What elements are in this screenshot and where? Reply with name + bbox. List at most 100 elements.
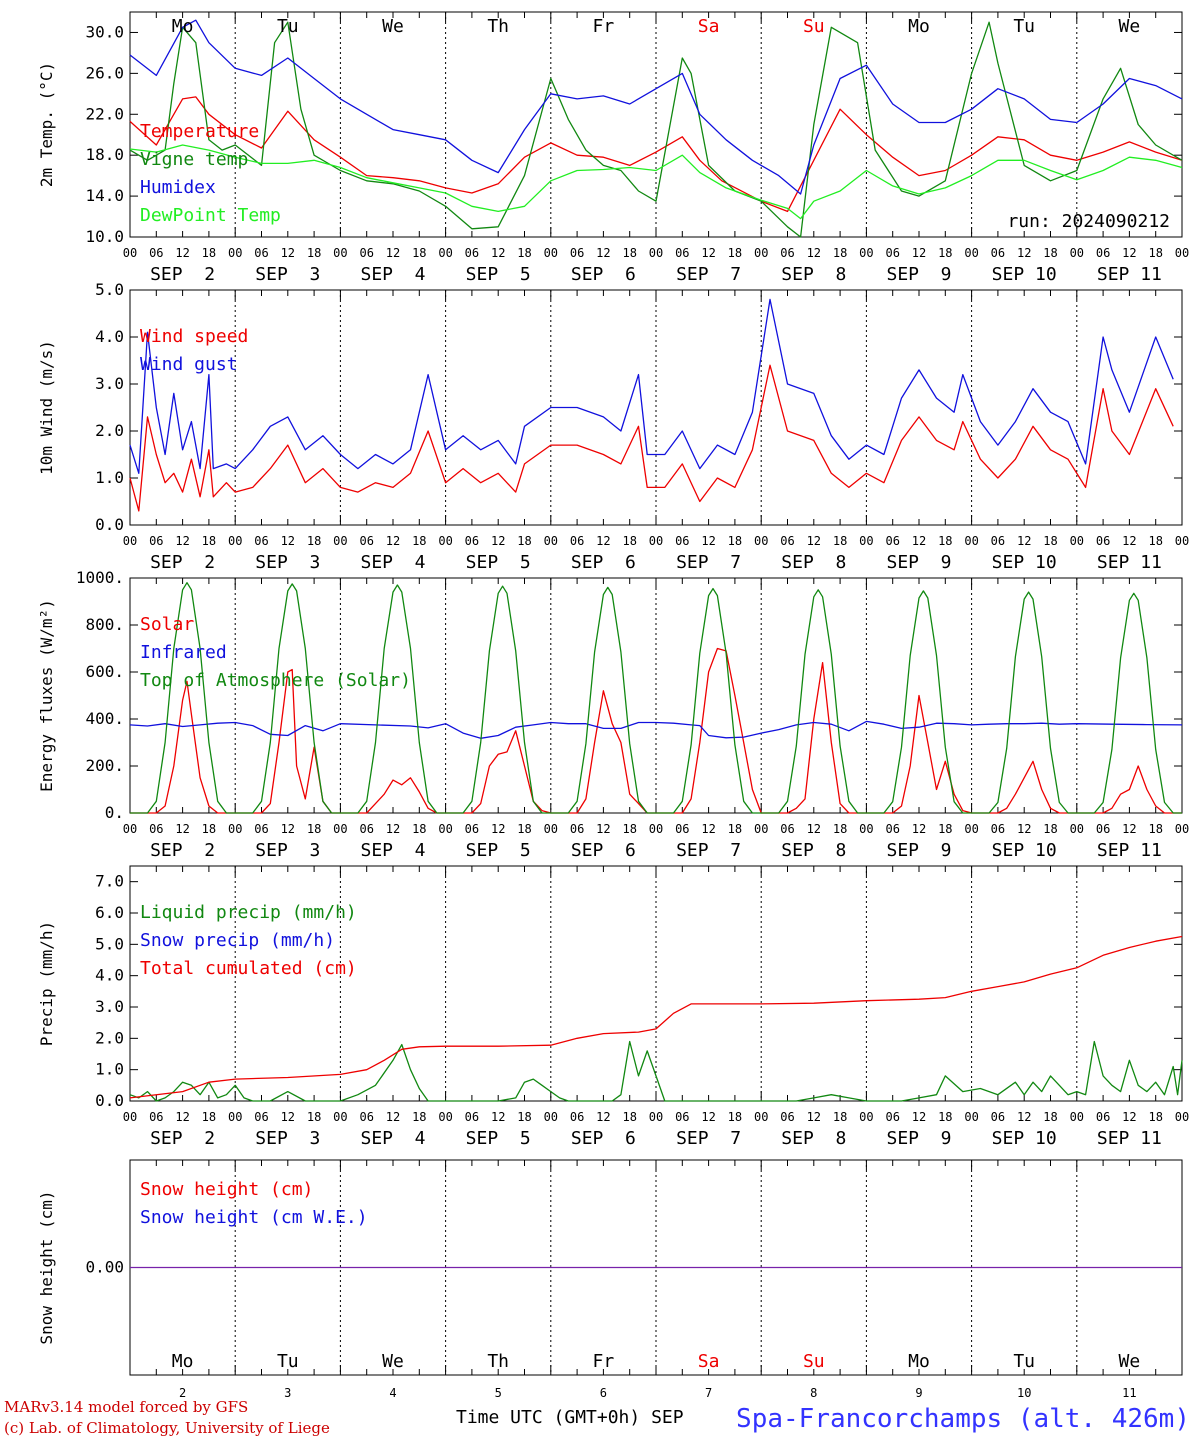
hour-tick-label: 18 [517, 1110, 531, 1124]
hour-tick-label: 00 [859, 822, 873, 836]
date-label: SEP 11 [1097, 264, 1162, 285]
y-tick-label: 4.0 [95, 327, 124, 346]
station-title: Spa-Francorchamps (alt. 426m) [736, 1404, 1190, 1434]
hour-tick-label: 00 [333, 246, 347, 260]
hour-tick-label: 00 [333, 822, 347, 836]
hour-tick-label: 00 [649, 534, 663, 548]
hour-tick-label: 18 [1148, 246, 1162, 260]
day-name: We [382, 1351, 404, 1372]
hour-tick-label: 06 [254, 534, 268, 548]
hour-tick-label: 06 [149, 246, 163, 260]
hour-tick-label: 06 [465, 534, 479, 548]
hour-tick-label: 18 [307, 822, 321, 836]
hour-tick-label: 00 [754, 1110, 768, 1124]
hour-tick-label: 06 [570, 822, 584, 836]
date-label: SEP 3 [255, 840, 320, 861]
hour-tick-label: 00 [544, 246, 558, 260]
hour-tick-label: 18 [202, 246, 216, 260]
day-name: Sa [698, 16, 720, 37]
date-label: SEP 5 [466, 552, 531, 573]
hour-tick-label: 06 [991, 822, 1005, 836]
hour-tick-label: 06 [885, 246, 899, 260]
date-label: SEP 4 [360, 1128, 425, 1149]
hour-tick-label: 18 [622, 1110, 636, 1124]
hour-tick-label: 12 [175, 534, 189, 548]
day-name: Mo [908, 1351, 930, 1372]
y-tick-label: 30.0 [85, 22, 124, 41]
hour-tick-label: 06 [1096, 246, 1110, 260]
hour-tick-label: 12 [912, 822, 926, 836]
hour-tick-label: 00 [1070, 246, 1084, 260]
hour-tick-label: 12 [1122, 246, 1136, 260]
hour-tick-label: 00 [964, 246, 978, 260]
y-tick-label: 6.0 [95, 903, 124, 922]
hour-tick-label: 12 [491, 822, 505, 836]
panel-5: 0.00 Snow height (cm) Snow height (cm) Snow… [37, 1159, 1183, 1376]
hour-tick-label: 18 [412, 534, 426, 548]
day-number: 3 [284, 1386, 291, 1400]
day-name: Su [803, 16, 825, 37]
hour-tick-label: 00 [438, 534, 452, 548]
hour-tick-label: 00 [649, 1110, 663, 1124]
hour-tick-label: 12 [281, 246, 295, 260]
day-number: 5 [495, 1386, 502, 1400]
hour-tick-label: 06 [991, 534, 1005, 548]
day-name: We [1119, 1351, 1141, 1372]
hour-tick-label: 12 [386, 246, 400, 260]
hour-tick-label: 12 [386, 534, 400, 548]
hour-tick-label: 06 [359, 534, 373, 548]
hour-tick-label: 06 [149, 1110, 163, 1124]
date-label: SEP 3 [255, 552, 320, 573]
hour-tick-label: 12 [491, 246, 505, 260]
series-line-total-cumulated-cm- [129, 935, 1183, 1099]
series-line-wind-speed [129, 364, 1174, 512]
y-tick-label: 1.0 [95, 468, 124, 487]
hour-tick-label: 18 [1043, 822, 1057, 836]
hour-tick-label: 06 [885, 1110, 899, 1124]
hour-tick-label: 18 [412, 246, 426, 260]
y-tick-label: 2.0 [95, 1028, 124, 1047]
hour-tick-label: 18 [412, 1110, 426, 1124]
y-tick-label: 0. [105, 803, 124, 822]
y-tick-label: 3.0 [95, 374, 124, 393]
date-label: SEP 11 [1097, 1128, 1162, 1149]
date-label: SEP 2 [150, 552, 215, 573]
y-tick-label: 800. [85, 615, 124, 634]
y-tick-label: 4.0 [95, 966, 124, 985]
hour-tick-label: 12 [912, 1110, 926, 1124]
y-tick-label: 5.0 [95, 934, 124, 953]
date-label: SEP 2 [150, 1128, 215, 1149]
hour-tick-label: 00 [438, 1110, 452, 1124]
date-label: SEP 11 [1097, 840, 1162, 861]
hour-tick-label: 00 [1175, 246, 1189, 260]
date-label: SEP 9 [886, 552, 951, 573]
legend-entry: Infrared [140, 642, 227, 663]
hour-tick-label: 18 [1148, 822, 1162, 836]
legend-entry: Wind speed [140, 326, 248, 347]
hour-tick-label: 18 [1043, 246, 1057, 260]
hour-tick-label: 00 [964, 534, 978, 548]
y-tick-label: 200. [85, 756, 124, 775]
hour-tick-label: 06 [1096, 822, 1110, 836]
hour-tick-label: 18 [307, 534, 321, 548]
day-number: 9 [915, 1386, 922, 1400]
hour-tick-label: 00 [228, 1110, 242, 1124]
hour-tick-label: 06 [675, 246, 689, 260]
hour-tick-label: 06 [991, 246, 1005, 260]
series-line-infrared [129, 720, 1183, 739]
hour-tick-label: 18 [1043, 1110, 1057, 1124]
hour-tick-label: 06 [570, 1110, 584, 1124]
hour-tick-label: 06 [675, 822, 689, 836]
legend-entry: Humidex [140, 177, 216, 198]
hour-tick-label: 12 [912, 246, 926, 260]
hour-tick-label: 18 [728, 1110, 742, 1124]
hour-tick-label: 12 [596, 822, 610, 836]
hour-tick-label: 12 [701, 534, 715, 548]
panel-4: 0.0 1.0 2.0 3.0 4.0 5.0 6.0 7.0 Precip (mm/h) Liq… [37, 865, 1189, 1149]
day-number: 6 [600, 1386, 607, 1400]
hour-tick-label: 00 [859, 534, 873, 548]
day-name: Fr [593, 1351, 615, 1372]
hour-tick-label: 06 [885, 534, 899, 548]
hour-tick-label: 18 [938, 1110, 952, 1124]
hour-tick-label: 12 [701, 1110, 715, 1124]
